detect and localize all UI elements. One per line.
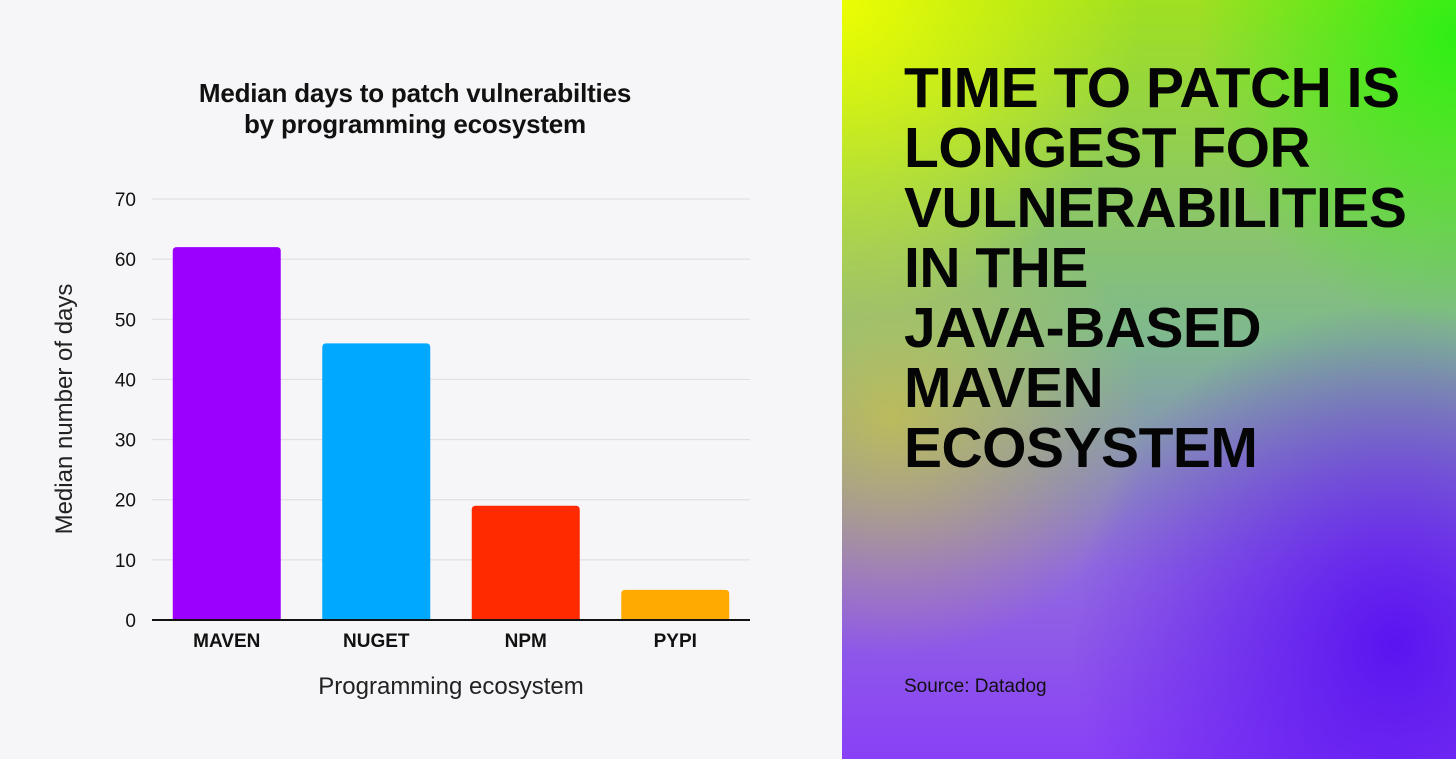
bar-nuget [322, 343, 431, 620]
bar-maven [172, 247, 281, 620]
headline-line-2: LONGEST FOR [904, 116, 1311, 180]
headline-line-4: IN THE [904, 236, 1088, 300]
x-axis-categories: MAVEN NUGET NPM PYPI [193, 631, 697, 652]
x-category-label: NPM [505, 631, 547, 652]
y-tick-label: 50 [115, 310, 136, 331]
y-tick-label: 40 [115, 370, 136, 391]
bar-pypi [621, 589, 730, 620]
headline-line-5: JAVA-BASED [904, 296, 1262, 360]
y-tick-label: 0 [125, 611, 136, 632]
y-tick-label: 70 [115, 190, 136, 211]
y-tick-label: 30 [115, 431, 136, 452]
headline-panel: TIME TO PATCH IS LONGEST FOR VULNERABILI… [842, 0, 1456, 759]
y-tick-label: 20 [115, 491, 136, 512]
y-axis-title: Median number of days [51, 284, 78, 535]
headline-line-7: ECOSYSTEM [904, 416, 1258, 480]
x-category-label: NUGET [343, 631, 410, 652]
x-category-label: MAVEN [193, 631, 260, 652]
headline-line-3: VULNERABILITIES [904, 176, 1407, 240]
chart-title-line-1: Median days to patch vulnerabilties [198, 78, 632, 108]
headline-line-6: MAVEN [904, 356, 1104, 420]
bar-chart: 0 10 20 30 40 50 60 70 MAVEN NUGET NPM PYPI Progra… [51, 190, 750, 700]
x-category-label: PYPI [654, 631, 697, 652]
y-tick-label: 10 [115, 551, 136, 572]
bars [172, 247, 730, 620]
chart-title-line-2: by programming ecosystem [244, 109, 586, 139]
y-tick-label: 60 [115, 250, 136, 271]
bar-npm [471, 505, 580, 620]
y-axis-ticks: 0 10 20 30 40 50 60 70 [115, 190, 136, 632]
headline: TIME TO PATCH IS LONGEST FOR VULNERABILI… [904, 58, 1444, 478]
source-note: Source: Datadog [904, 676, 1047, 697]
chart-panel: Median days to patch vulnerabilties by p… [51, 78, 750, 700]
x-axis-title: Programming ecosystem [318, 673, 583, 700]
headline-line-1: TIME TO PATCH IS [904, 56, 1400, 120]
chart-title: Median days to patch vulnerabilties by p… [100, 78, 730, 140]
